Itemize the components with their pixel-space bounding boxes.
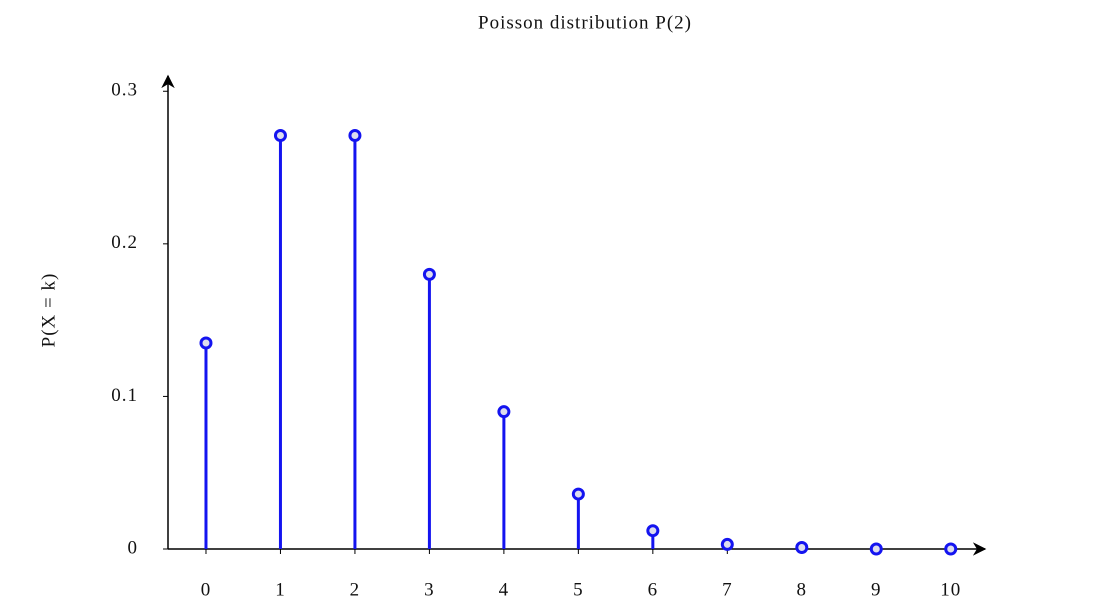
y-tick-label: 0.2 (111, 232, 138, 253)
stem-marker (497, 405, 511, 419)
y-axis-label: P(X = k) (38, 273, 59, 348)
stem-marker (422, 267, 436, 281)
x-tick-label: 0 (201, 579, 212, 600)
x-tick-label: 1 (275, 579, 286, 600)
stem-marker (869, 542, 883, 556)
x-tick-label: 2 (350, 579, 361, 600)
stem-marker (571, 487, 585, 501)
x-tick-label: 3 (424, 579, 435, 600)
stem-marker (795, 540, 809, 554)
x-tick-label: 9 (871, 579, 882, 600)
x-tick-label: 5 (573, 579, 584, 600)
x-tick-label: 6 (648, 579, 659, 600)
stem-marker (944, 542, 958, 556)
y-tick-label: 0.1 (111, 385, 138, 406)
y-tick-label: 0 (128, 537, 139, 558)
x-tick-label: 10 (940, 579, 961, 600)
x-tick-label: 8 (797, 579, 808, 600)
x-tick-label: 7 (722, 579, 733, 600)
stem-marker (273, 129, 287, 143)
stem-marker (720, 537, 734, 551)
x-tick-label: 4 (499, 579, 510, 600)
chart-title: Poisson distribution P(2) (478, 12, 692, 33)
stem-marker (199, 336, 213, 350)
stem-marker (646, 524, 660, 538)
stem-marker (348, 129, 362, 143)
y-tick-label: 0.3 (111, 80, 138, 101)
